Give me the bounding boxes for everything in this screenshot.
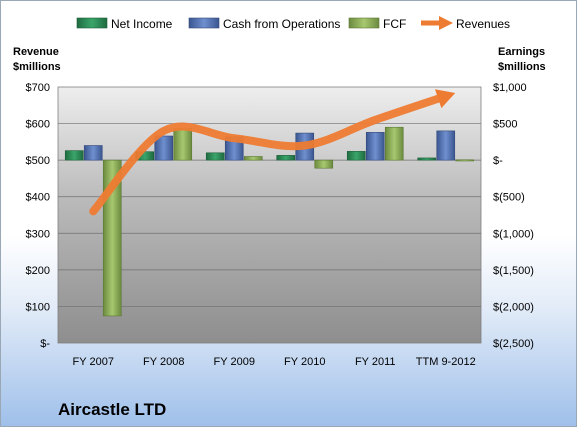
x-tick-label: TTM 9-2012 (416, 356, 476, 368)
left-tick-label: $400 (26, 192, 50, 204)
left-axis-title-line1: Revenue (13, 46, 59, 58)
bar-net-income (206, 153, 224, 160)
right-axis-title-line2: $millions (498, 61, 546, 73)
bar-cash-from-operations (437, 131, 455, 160)
x-tick-label: FY 2009 (214, 356, 255, 368)
left-axis-title-line2: $millions (13, 61, 61, 73)
legend-label-revenues: Revenues (456, 17, 510, 31)
right-tick-label: $(500) (493, 192, 525, 204)
legend-label-cash-from-operations: Cash from Operations (223, 17, 340, 31)
right-tick-label: $(1,000) (493, 228, 534, 240)
bar-net-income (347, 151, 365, 160)
right-tick-label: $1,000 (493, 82, 527, 94)
right-tick-label: $(2,500) (493, 338, 534, 350)
bar-net-income (277, 155, 295, 160)
left-tick-label: $200 (26, 265, 50, 277)
left-tick-label: $- (40, 338, 50, 350)
left-tick-label: $300 (26, 228, 50, 240)
bar-cash-from-operations (366, 132, 384, 160)
right-tick-label: $- (493, 155, 503, 167)
legend: Net Income Cash from Operations FCF Reve… (77, 16, 510, 31)
bar-cash-from-operations (84, 146, 102, 161)
legend-swatch-fcf (349, 18, 379, 28)
bar-fcf (174, 129, 192, 160)
x-tick-label: FY 2011 (355, 356, 396, 368)
right-tick-label: $(1,500) (493, 265, 534, 277)
bar-fcf (244, 156, 262, 160)
left-tick-label: $500 (26, 155, 50, 167)
bar-fcf (315, 160, 333, 168)
legend-swatch-cash-from-operations (189, 18, 219, 28)
legend-label-net-income: Net Income (111, 17, 173, 31)
legend-swatch-revenues (421, 16, 453, 30)
right-axis-title-line1: Earnings (498, 46, 545, 58)
right-tick-label: $500 (493, 119, 517, 131)
left-axis-ticks: $- $100 $200 $300 $400 $500 $600 $700 (26, 82, 51, 350)
right-tick-label: $(2,000) (493, 301, 534, 313)
legend-label-fcf: FCF (383, 17, 406, 31)
x-axis-ticks: FY 2007 FY 2008 FY 2009 FY 2010 FY 2011 TTM 9… (73, 356, 476, 368)
bar-fcf (385, 127, 403, 160)
bar-fcf (456, 160, 474, 161)
left-tick-label: $600 (26, 119, 50, 131)
bar-net-income (418, 158, 436, 160)
right-axis-ticks: $(2,500) $(2,000) $(1,500) $(1,000) $(500) $-… (493, 82, 534, 350)
legend-swatch-net-income (77, 18, 107, 28)
bar-net-income (65, 151, 83, 161)
left-tick-label: $700 (26, 82, 50, 94)
company-name: Aircastle LTD (58, 400, 166, 419)
x-tick-label: FY 2007 (73, 356, 114, 368)
x-tick-label: FY 2008 (143, 356, 184, 368)
left-tick-label: $100 (26, 301, 50, 313)
x-tick-label: FY 2010 (284, 356, 325, 368)
